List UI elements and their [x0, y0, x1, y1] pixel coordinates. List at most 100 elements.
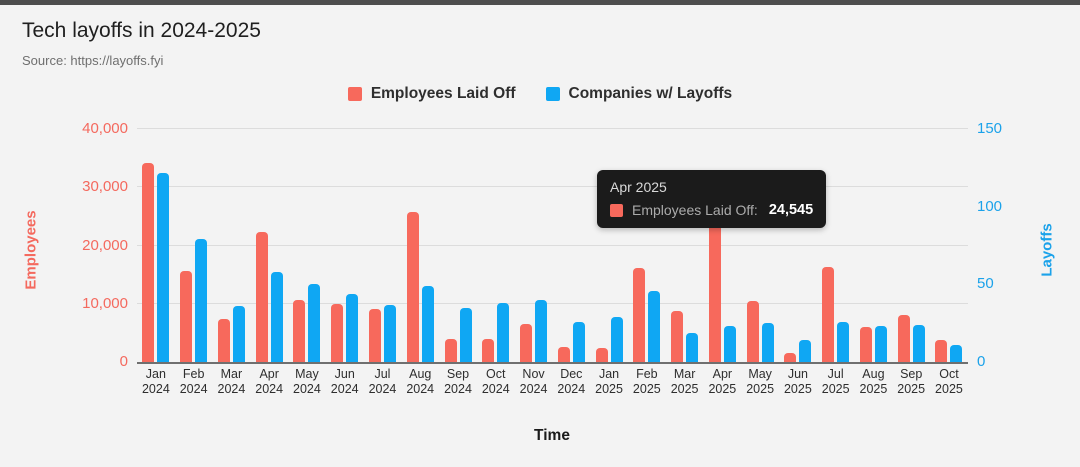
bar-companies-mar-2025[interactable]	[686, 332, 699, 362]
bar-employees-jul-2025[interactable]	[822, 267, 835, 362]
bar-employees-mar-2025[interactable]	[671, 310, 684, 362]
bar-companies-jul-2025[interactable]	[837, 321, 850, 362]
plot-area	[137, 128, 968, 364]
bar-companies-jul-2024[interactable]	[383, 304, 396, 362]
bar-employees-jul-2024[interactable]	[368, 309, 381, 362]
bar-employees-jan-2025[interactable]	[595, 348, 608, 362]
legend-item-label: Companies w/ Layoffs	[568, 85, 733, 102]
y-tick-left: 20,000	[82, 236, 128, 254]
bars-container	[137, 129, 968, 362]
gridline	[137, 302, 968, 304]
category-sep-2025	[892, 129, 930, 362]
bar-employees-feb-2025[interactable]	[633, 267, 646, 362]
bar-employees-may-2025[interactable]	[746, 301, 759, 362]
category-may-2025	[741, 129, 779, 362]
x-tick-label: Mar 2025	[670, 367, 699, 396]
x-tick-label: Jul 2025	[821, 367, 850, 396]
companies-swatch-icon	[545, 87, 560, 101]
source-caption: Source: https://layoffs.fyi	[22, 53, 164, 68]
x-tick-label: Oct 2025	[935, 367, 963, 396]
bar-employees-aug-2024[interactable]	[406, 211, 419, 362]
category-dec-2024	[552, 129, 590, 362]
x-tick-label: Sep 2024	[444, 367, 472, 396]
tooltip-title: Apr 2025	[610, 179, 667, 195]
category-aug-2024	[401, 129, 439, 362]
bar-companies-nov-2024[interactable]	[535, 299, 548, 362]
legend-item-employees[interactable]: Employees Laid Off	[347, 85, 516, 103]
category-mar-2025	[666, 129, 704, 362]
y-tick-left: 40,000	[82, 120, 128, 137]
bar-companies-apr-2025[interactable]	[723, 326, 736, 362]
y-tick-right: 100	[977, 197, 1003, 215]
gridline	[137, 244, 968, 246]
bar-employees-apr-2024[interactable]	[255, 231, 268, 362]
bar-companies-may-2024[interactable]	[308, 284, 321, 362]
bar-companies-feb-2025[interactable]	[648, 290, 661, 362]
category-jul-2024	[364, 129, 402, 362]
bar-companies-aug-2024[interactable]	[421, 285, 434, 362]
x-tick-label: Jun 2024	[330, 367, 359, 396]
category-feb-2025	[628, 129, 666, 362]
bar-employees-jun-2025[interactable]	[784, 353, 797, 362]
tooltip-series-swatch-icon	[610, 203, 623, 217]
bar-companies-feb-2024[interactable]	[195, 239, 208, 362]
category-sep-2024	[439, 129, 477, 362]
bar-employees-feb-2024[interactable]	[180, 271, 193, 362]
bar-employees-oct-2024[interactable]	[482, 339, 495, 362]
x-tick-label: May 2025	[746, 367, 775, 396]
tooltip-value: 24,545	[768, 202, 814, 218]
tooltip-series-label: Employees Laid Off:	[632, 202, 758, 218]
x-axis-tick-labels: Jan 2024 Feb 2024 Mar 2024 Apr 2024 May 2024 Jun 20…	[137, 367, 968, 397]
bar-employees-apr-2025[interactable]	[708, 219, 721, 362]
bar-companies-jan-2025[interactable]	[610, 316, 623, 362]
x-tick-label: Jan 2025	[595, 367, 623, 396]
bar-employees-jan-2024[interactable]	[142, 163, 155, 362]
legend-item-companies[interactable]: Companies w/ Layoffs	[545, 85, 733, 103]
bar-employees-aug-2025[interactable]	[859, 327, 872, 362]
x-tick-label: Apr 2025	[708, 367, 737, 396]
bar-employees-jun-2024[interactable]	[331, 303, 344, 362]
x-axis-title: Time	[534, 427, 570, 444]
y-tick-left: 0	[119, 353, 128, 370]
bar-companies-oct-2025[interactable]	[950, 344, 963, 362]
category-apr-2024	[250, 129, 288, 362]
legend: Employees Laid Off Companies w/ Layoffs	[0, 85, 1080, 103]
legend-item-label: Employees Laid Off	[370, 85, 516, 102]
bar-companies-jan-2024[interactable]	[157, 172, 170, 362]
bar-companies-apr-2024[interactable]	[270, 271, 283, 362]
x-tick-label: Dec 2024	[557, 367, 586, 396]
y-tick-right: 50	[977, 275, 994, 293]
bar-companies-jun-2025[interactable]	[799, 340, 812, 362]
bar-companies-may-2025[interactable]	[761, 323, 774, 362]
bar-companies-dec-2024[interactable]	[572, 321, 585, 362]
y-tick-left: 30,000	[82, 178, 128, 196]
bar-companies-sep-2025[interactable]	[912, 324, 925, 362]
category-jan-2024	[137, 129, 175, 362]
x-tick-label: Aug 2024	[406, 367, 435, 396]
bar-companies-mar-2024[interactable]	[232, 306, 245, 362]
bar-companies-aug-2025[interactable]	[874, 326, 887, 362]
bar-employees-sep-2024[interactable]	[444, 338, 457, 362]
x-tick-label: Jun 2025	[783, 367, 812, 396]
y-tick-right: 0	[977, 353, 986, 370]
category-jun-2024	[326, 129, 364, 362]
bar-employees-nov-2024[interactable]	[520, 324, 533, 362]
x-tick-label: Feb 2025	[632, 367, 661, 396]
x-tick-label: Aug 2025	[859, 367, 888, 396]
category-mar-2024	[213, 129, 251, 362]
bar-employees-oct-2025[interactable]	[935, 340, 948, 362]
bar-employees-dec-2024[interactable]	[557, 347, 570, 362]
bar-employees-may-2024[interactable]	[293, 299, 306, 362]
y-tick-left: 10,000	[82, 294, 128, 312]
bar-companies-oct-2024[interactable]	[497, 302, 510, 362]
bar-employees-sep-2025[interactable]	[897, 315, 910, 362]
category-may-2024	[288, 129, 326, 362]
category-apr-2025	[703, 129, 741, 362]
y-tick-right: 150	[977, 120, 1003, 137]
bar-companies-jun-2024[interactable]	[346, 293, 359, 362]
bar-companies-sep-2024[interactable]	[459, 307, 472, 362]
category-oct-2024	[477, 129, 515, 362]
employees-swatch-icon	[347, 87, 362, 101]
bar-employees-mar-2024[interactable]	[217, 319, 230, 362]
